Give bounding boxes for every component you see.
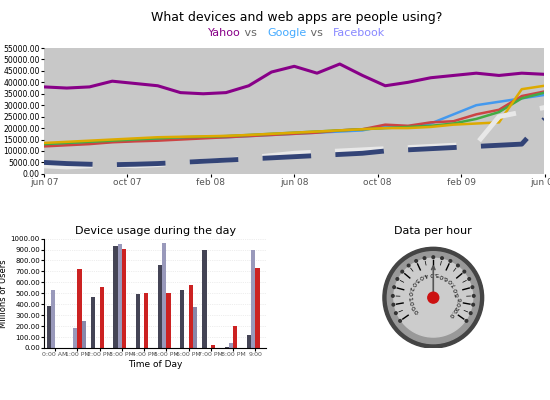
Bar: [229, 342, 233, 348]
Bar: [211, 345, 215, 348]
Circle shape: [472, 294, 475, 297]
Text: Yahoo: Yahoo: [208, 28, 241, 38]
Bar: [136, 294, 140, 348]
Circle shape: [383, 247, 483, 348]
Bar: [233, 326, 237, 348]
Text: 2.0: 2.0: [406, 286, 414, 297]
Text: 7.0: 7.0: [447, 277, 457, 288]
Bar: [47, 306, 51, 348]
Circle shape: [415, 261, 470, 316]
Circle shape: [465, 320, 468, 322]
Bar: [51, 290, 55, 348]
Text: 4.0: 4.0: [417, 272, 428, 280]
Circle shape: [394, 312, 397, 314]
Bar: [251, 250, 255, 348]
Circle shape: [392, 294, 394, 297]
Text: vs: vs: [307, 28, 326, 38]
Bar: [255, 268, 260, 348]
Bar: [166, 293, 170, 348]
Circle shape: [449, 260, 452, 262]
X-axis label: Time of Day: Time of Day: [128, 360, 183, 369]
Bar: [122, 249, 126, 348]
Circle shape: [471, 286, 474, 288]
Text: 3.0: 3.0: [410, 277, 420, 288]
Circle shape: [401, 270, 404, 273]
Text: 0.0: 0.0: [409, 306, 419, 317]
Bar: [180, 290, 184, 348]
Text: 1.0: 1.0: [406, 297, 413, 307]
Text: 9.0: 9.0: [454, 296, 460, 307]
Bar: [78, 269, 81, 348]
Bar: [118, 244, 122, 348]
Circle shape: [415, 260, 417, 262]
Title: Device usage during the day: Device usage during the day: [75, 226, 236, 236]
Text: 5.0: 5.0: [428, 271, 438, 276]
Circle shape: [408, 264, 410, 267]
Bar: [113, 246, 118, 348]
Text: 10.0: 10.0: [447, 304, 459, 318]
Circle shape: [392, 303, 395, 306]
Text: 6.0: 6.0: [438, 272, 449, 280]
Text: 8.0: 8.0: [453, 286, 460, 297]
Bar: [81, 321, 86, 348]
Bar: [144, 293, 148, 348]
Circle shape: [441, 257, 443, 260]
Circle shape: [423, 257, 426, 260]
Bar: [247, 335, 251, 348]
Circle shape: [396, 278, 399, 280]
Y-axis label: Millions of Users: Millions of Users: [0, 259, 8, 328]
Circle shape: [469, 312, 472, 314]
Text: vs: vs: [241, 28, 260, 38]
Circle shape: [394, 258, 472, 337]
Bar: [73, 328, 78, 348]
Text: Facebook: Facebook: [333, 28, 386, 38]
Circle shape: [432, 256, 434, 258]
Circle shape: [399, 320, 402, 322]
Bar: [193, 307, 197, 348]
Title: Data per hour: Data per hour: [394, 226, 472, 236]
Text: What devices and web apps are people using?: What devices and web apps are people usi…: [151, 12, 443, 24]
Bar: [162, 243, 166, 348]
Text: Google: Google: [267, 28, 306, 38]
Circle shape: [472, 303, 475, 306]
Circle shape: [456, 264, 459, 267]
Circle shape: [428, 292, 439, 303]
Circle shape: [468, 278, 470, 280]
Bar: [158, 265, 162, 348]
Y-axis label: Millions of Minutes: Millions of Minutes: [0, 69, 1, 153]
Circle shape: [463, 270, 466, 273]
Circle shape: [387, 252, 479, 344]
Bar: [100, 287, 104, 348]
Bar: [189, 285, 193, 348]
Bar: [91, 296, 95, 348]
Bar: [202, 250, 207, 348]
Circle shape: [393, 286, 395, 288]
